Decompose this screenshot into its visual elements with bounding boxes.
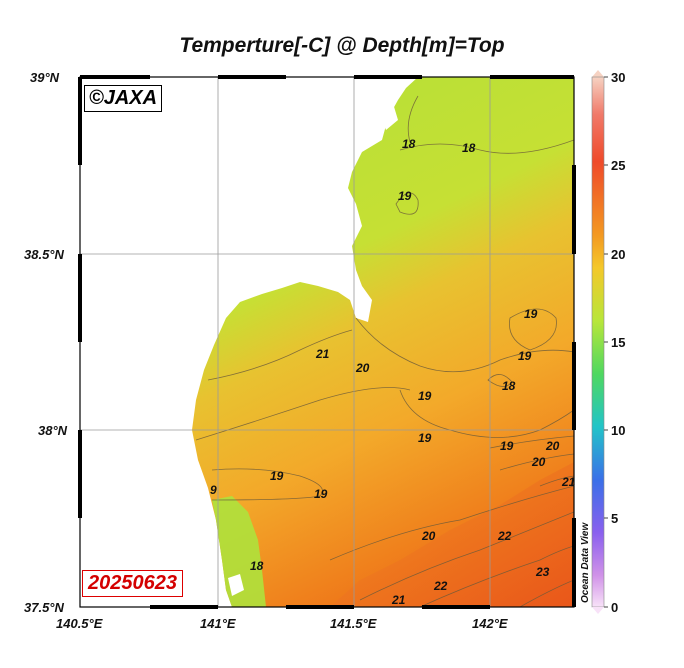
- contour-label: 19: [314, 487, 328, 501]
- colorbar-tick: 5: [611, 511, 619, 526]
- island-patch: [228, 574, 244, 596]
- contour-label: 21: [391, 593, 406, 607]
- contour-label: 19: [398, 189, 412, 203]
- colorbar-tick: 0: [611, 600, 619, 615]
- software-label: Ocean Data View: [580, 522, 591, 603]
- contour-label: 18: [462, 141, 476, 155]
- contour-label: 20: [545, 439, 560, 453]
- colorbar-tick: 10: [611, 423, 626, 438]
- colorbar-top-arrow: [592, 70, 604, 77]
- contour-label: 19: [418, 431, 432, 445]
- contour-label: 21: [561, 475, 576, 489]
- lon-label: 142°E: [472, 616, 508, 631]
- contour-label: 20: [355, 361, 370, 375]
- date-label: 20250623: [82, 570, 183, 597]
- contour-label: 21: [315, 347, 330, 361]
- contour-label: 22: [433, 579, 448, 593]
- lat-label: 37.5°N: [24, 600, 64, 615]
- isotherm-lines: [195, 95, 574, 607]
- contour-label: 20: [531, 455, 546, 469]
- lat-label: 39°N: [30, 70, 60, 85]
- contour-label: 18: [250, 559, 264, 573]
- cool-coastal-water: [212, 496, 266, 607]
- contour-label: 18: [502, 379, 516, 393]
- contour-label: 20: [421, 529, 436, 543]
- contour-label: 19: [524, 307, 538, 321]
- contour-label: 18: [402, 137, 416, 151]
- contour-label: 19: [518, 349, 532, 363]
- warm-water-band: [330, 462, 574, 607]
- colorbar: [591, 70, 608, 614]
- colorbar-tick: 15: [611, 335, 626, 350]
- credit-label: ©JAXA: [84, 85, 163, 112]
- lon-label: 141.5°E: [330, 616, 377, 631]
- lon-label: 140.5°E: [56, 616, 103, 631]
- lon-label: 141°E: [200, 616, 236, 631]
- map-title: Temperture[-C] @ Depth[m]=Top: [179, 34, 505, 57]
- contour-label: 9: [210, 483, 217, 497]
- colorbar-tick: 30: [611, 70, 626, 85]
- contour-label: 19: [270, 469, 284, 483]
- contour-labels: 18 18 19 19 19 18 21 20 19 19 19 20 20 2…: [210, 137, 576, 607]
- contour-label: 23: [535, 565, 550, 579]
- sea-area: [192, 77, 574, 607]
- contour-label: 19: [418, 389, 432, 403]
- lat-label: 38°N: [38, 423, 68, 438]
- colorbar-scale: [591, 76, 605, 608]
- lat-label: 38.5°N: [24, 247, 64, 262]
- graticule: [80, 77, 574, 607]
- colorbar-tick: 25: [611, 158, 626, 173]
- island-patch: [378, 100, 398, 130]
- colorbar-bottom-arrow: [592, 607, 604, 614]
- colorbar-tick: 20: [611, 247, 626, 262]
- contour-label: 22: [497, 529, 512, 543]
- contour-label: 19: [500, 439, 514, 453]
- frame-ticks: [78, 75, 576, 609]
